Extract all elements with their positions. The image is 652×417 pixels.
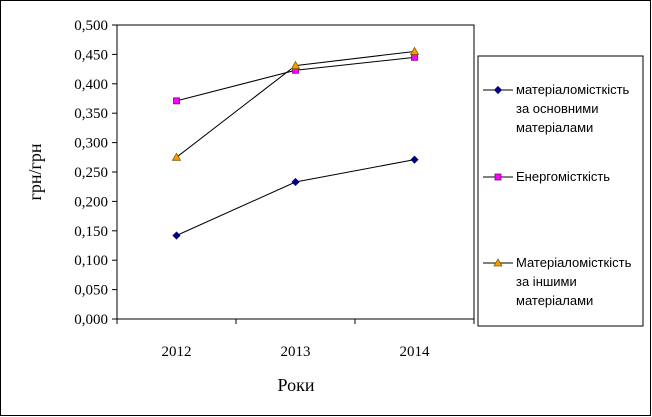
y-tick-label: 0,000 bbox=[74, 312, 108, 328]
data-point bbox=[290, 60, 301, 69]
y-tick-label: 0,250 bbox=[74, 165, 108, 181]
x-axis-ticks: 2012 2013 2014 bbox=[116, 319, 475, 360]
x-tick-label: 2012 bbox=[162, 344, 192, 360]
y-tick-label: 0,500 bbox=[74, 18, 108, 34]
y-tick-label: 0,300 bbox=[74, 136, 108, 152]
legend-label: за основними bbox=[516, 101, 599, 116]
x-axis-title: Роки bbox=[278, 375, 315, 395]
legend-marker bbox=[493, 258, 503, 267]
series-layer bbox=[171, 46, 420, 240]
y-tick-label: 0,150 bbox=[74, 224, 108, 240]
x-tick-label: 2014 bbox=[400, 344, 431, 360]
data-point bbox=[410, 155, 419, 164]
series-3 bbox=[171, 46, 420, 161]
legend-label: матеріалами bbox=[516, 293, 593, 308]
legend-label: Енергомісткість bbox=[516, 169, 610, 184]
legend: матеріаломісткість за основними матеріалам… bbox=[483, 82, 632, 308]
legend-label: за іншими bbox=[516, 274, 577, 289]
data-point bbox=[171, 152, 182, 161]
plot-area bbox=[116, 24, 475, 320]
legend-label: матеріаломісткість bbox=[516, 82, 630, 97]
y-tick-label: 0,050 bbox=[74, 283, 108, 299]
y-axis-title: грн/грн bbox=[25, 143, 45, 200]
y-tick-label: 0,450 bbox=[74, 47, 108, 63]
legend-label: матеріалами bbox=[516, 120, 593, 135]
legend-marker bbox=[494, 173, 502, 181]
y-tick-label: 0,200 bbox=[74, 194, 108, 210]
series-1 bbox=[172, 155, 419, 240]
y-tick-label: 0,400 bbox=[74, 77, 108, 93]
data-point bbox=[172, 231, 181, 240]
y-tick-label: 0,100 bbox=[74, 253, 108, 269]
legend-box bbox=[477, 55, 644, 327]
legend-label: Матеріаломісткість bbox=[516, 255, 632, 270]
legend-entry-1: матеріаломісткість за основними матеріалам… bbox=[483, 82, 630, 135]
data-point bbox=[411, 53, 418, 61]
data-point bbox=[409, 46, 420, 55]
legend-marker bbox=[493, 85, 503, 95]
data-point bbox=[173, 97, 180, 105]
y-tick-label: 0,350 bbox=[74, 106, 108, 122]
legend-entry-2: Енергомісткість bbox=[483, 169, 610, 184]
y-axis-ticks: 0,000 0,050 0,100 0,150 0,200 0,250 0,300 0,350… bbox=[74, 18, 117, 328]
x-tick-label: 2013 bbox=[281, 344, 311, 360]
legend-entry-3: Матеріаломісткість за іншими матеріалами bbox=[483, 255, 632, 308]
data-point bbox=[291, 177, 300, 187]
